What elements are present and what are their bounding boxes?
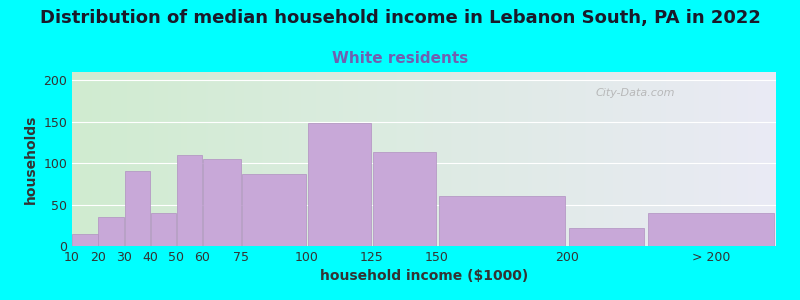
Text: White residents: White residents <box>332 51 468 66</box>
Bar <box>373 152 436 246</box>
Bar <box>308 123 371 246</box>
Bar <box>72 234 98 246</box>
X-axis label: household income ($1000): household income ($1000) <box>320 269 528 284</box>
Text: City-Data.com: City-Data.com <box>595 88 675 98</box>
Bar <box>150 213 176 246</box>
Bar <box>242 174 306 246</box>
Bar <box>98 217 124 246</box>
Text: Distribution of median household income in Lebanon South, PA in 2022: Distribution of median household income … <box>39 9 761 27</box>
Bar <box>647 213 774 246</box>
Bar <box>177 155 202 246</box>
Bar <box>125 171 150 246</box>
Y-axis label: households: households <box>24 114 38 204</box>
Bar <box>569 228 645 246</box>
Bar <box>203 159 241 246</box>
Bar <box>439 196 566 246</box>
